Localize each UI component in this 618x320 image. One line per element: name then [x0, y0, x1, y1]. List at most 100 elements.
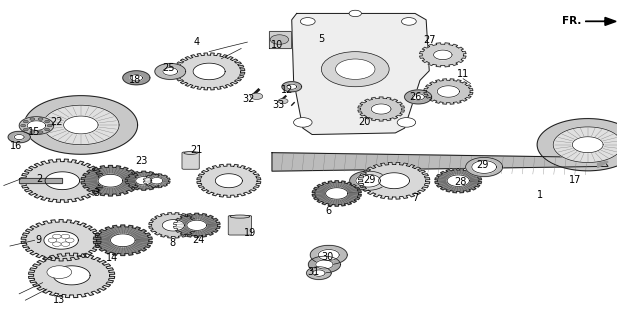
Polygon shape: [197, 164, 261, 197]
Polygon shape: [287, 84, 297, 89]
Polygon shape: [64, 116, 98, 134]
Ellipse shape: [230, 215, 250, 218]
Circle shape: [21, 124, 26, 127]
Polygon shape: [19, 117, 54, 134]
Polygon shape: [312, 181, 362, 206]
Text: 22: 22: [50, 117, 62, 127]
Text: 5: 5: [318, 34, 324, 44]
Polygon shape: [371, 104, 391, 114]
Polygon shape: [21, 220, 101, 261]
Polygon shape: [537, 119, 618, 171]
Text: 31: 31: [308, 267, 320, 277]
Polygon shape: [130, 75, 143, 81]
Text: 19: 19: [243, 228, 256, 238]
Text: 12: 12: [281, 85, 294, 95]
Polygon shape: [326, 188, 348, 199]
Polygon shape: [308, 256, 341, 273]
Polygon shape: [20, 159, 104, 202]
Polygon shape: [14, 134, 24, 140]
Text: 10: 10: [271, 40, 283, 50]
Polygon shape: [215, 174, 242, 188]
Polygon shape: [163, 68, 177, 75]
Text: 27: 27: [423, 35, 436, 44]
FancyBboxPatch shape: [228, 216, 252, 235]
Circle shape: [38, 118, 43, 120]
Text: FR.: FR.: [562, 16, 582, 27]
Polygon shape: [272, 153, 608, 171]
Polygon shape: [434, 50, 452, 60]
Polygon shape: [151, 178, 163, 184]
Polygon shape: [358, 97, 405, 121]
Text: 4: 4: [193, 37, 200, 47]
Circle shape: [61, 242, 70, 246]
Polygon shape: [310, 245, 347, 265]
Polygon shape: [81, 165, 140, 196]
Text: 30: 30: [321, 252, 334, 262]
Ellipse shape: [184, 152, 197, 154]
Text: 8: 8: [169, 238, 175, 248]
Polygon shape: [143, 174, 170, 188]
Polygon shape: [318, 250, 339, 260]
Text: 32: 32: [242, 94, 255, 104]
Polygon shape: [125, 171, 162, 190]
Polygon shape: [465, 157, 502, 177]
Text: 18: 18: [129, 75, 142, 85]
Polygon shape: [269, 31, 290, 49]
Polygon shape: [379, 173, 410, 189]
Polygon shape: [93, 225, 152, 256]
Circle shape: [23, 120, 28, 123]
Circle shape: [66, 238, 74, 243]
Polygon shape: [292, 13, 430, 134]
Circle shape: [23, 128, 28, 131]
Polygon shape: [598, 156, 608, 168]
Text: 6: 6: [326, 206, 332, 216]
Text: 23: 23: [135, 156, 148, 166]
Polygon shape: [174, 53, 245, 90]
Circle shape: [30, 131, 35, 133]
Polygon shape: [572, 137, 603, 153]
Polygon shape: [19, 179, 62, 183]
Polygon shape: [149, 212, 198, 238]
Circle shape: [294, 118, 312, 127]
Polygon shape: [45, 172, 80, 190]
Circle shape: [321, 52, 389, 87]
Polygon shape: [350, 171, 387, 190]
Text: 7: 7: [412, 193, 418, 203]
Polygon shape: [435, 169, 481, 193]
FancyArrow shape: [585, 17, 616, 25]
Polygon shape: [193, 63, 225, 80]
Polygon shape: [412, 94, 425, 100]
Polygon shape: [155, 63, 185, 79]
Circle shape: [250, 93, 263, 100]
Polygon shape: [356, 174, 381, 187]
Text: 9: 9: [36, 235, 42, 245]
Polygon shape: [44, 231, 78, 249]
Circle shape: [402, 18, 417, 25]
Text: 15: 15: [28, 127, 41, 137]
Polygon shape: [174, 213, 220, 237]
Polygon shape: [316, 260, 333, 269]
Polygon shape: [307, 267, 331, 279]
Polygon shape: [420, 43, 466, 67]
Text: 11: 11: [457, 69, 469, 79]
Circle shape: [38, 131, 43, 133]
Text: 17: 17: [569, 175, 582, 185]
FancyBboxPatch shape: [182, 152, 199, 169]
Text: 2: 2: [36, 174, 42, 184]
Polygon shape: [53, 266, 90, 285]
Circle shape: [349, 10, 362, 17]
Polygon shape: [25, 121, 43, 129]
Polygon shape: [282, 82, 302, 92]
Polygon shape: [24, 96, 138, 154]
Text: 13: 13: [53, 294, 66, 305]
Circle shape: [53, 242, 61, 246]
Circle shape: [61, 234, 70, 239]
Polygon shape: [27, 121, 46, 130]
Circle shape: [53, 234, 61, 239]
Text: 20: 20: [358, 117, 371, 127]
Circle shape: [397, 118, 416, 127]
Circle shape: [30, 118, 35, 120]
Text: 24: 24: [192, 235, 204, 245]
Polygon shape: [163, 220, 184, 231]
Circle shape: [278, 99, 288, 104]
